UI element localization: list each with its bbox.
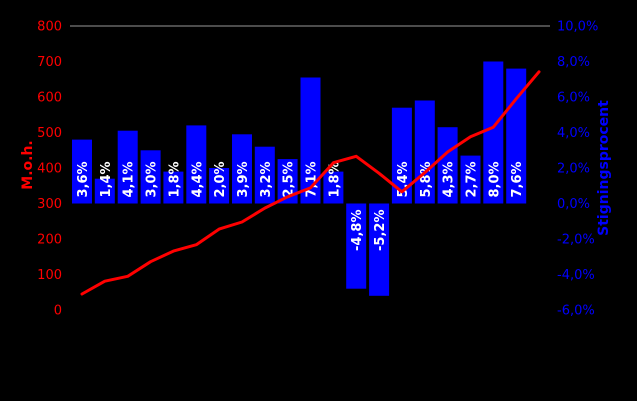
left-axis-tick-label: 0	[54, 304, 62, 319]
left-axis-title: M.o.h.	[20, 140, 36, 190]
bar	[369, 203, 390, 296]
right-axis-tick-label: -4,0%	[557, 268, 595, 283]
right-axis-tick-label: 0,0%	[557, 197, 590, 212]
bar-value-label: 1,8%	[327, 161, 342, 197]
right-axis-tick-label: 4,0%	[557, 126, 590, 141]
right-axis-tick-label: 10,0%	[557, 20, 598, 35]
bar-value-label: 4,1%	[122, 161, 137, 197]
bar-value-label: 3,0%	[145, 161, 160, 197]
bar-value-label: 3,6%	[76, 161, 91, 197]
bar	[483, 61, 504, 204]
bar	[140, 150, 161, 204]
elevation-line	[80, 70, 541, 296]
bar	[300, 77, 321, 204]
bar	[232, 134, 252, 204]
bar	[72, 139, 92, 204]
bar	[254, 146, 275, 204]
bar-value-label: 1,8%	[167, 161, 182, 197]
bar	[506, 68, 527, 204]
left-axis-tick-label: 200	[37, 233, 62, 248]
bar	[117, 130, 138, 204]
left-axis-tick-label: 100	[37, 268, 62, 283]
bar	[460, 155, 481, 204]
left-axis-tick-label: 700	[37, 55, 62, 70]
bar-value-label: 4,3%	[442, 161, 457, 197]
right-axis-tick-label: -2,0%	[557, 233, 595, 248]
bar	[277, 159, 298, 204]
bar	[186, 125, 207, 204]
right-axis-tick-label: 6,0%	[557, 91, 590, 106]
bar-value-label: 8,0%	[487, 161, 502, 197]
bar-value-label: 7,6%	[510, 161, 525, 197]
bar-value-label: 4,4%	[190, 161, 205, 197]
bar	[94, 178, 115, 204]
bar-value-label: 2,0%	[213, 161, 228, 197]
right-axis-tick-label: -6,0%	[557, 304, 595, 319]
bar-value-label: 3,9%	[236, 161, 251, 197]
left-axis-tick-label: 800	[37, 20, 62, 35]
bar-value-label: 2,7%	[465, 161, 480, 197]
bar-value-label: 3,2%	[259, 161, 274, 197]
left-axis-tick-label: 400	[37, 162, 62, 177]
bar-value-label: 5,8%	[419, 161, 434, 197]
bar-value-label: 2,5%	[282, 161, 297, 197]
bar-value-label: -5,2%	[373, 210, 388, 251]
right-axis-tick-label: 8,0%	[557, 55, 590, 70]
bar	[209, 168, 230, 204]
right-axis-title: Stigningsprocent	[596, 100, 612, 236]
left-axis-tick-label: 500	[37, 126, 62, 141]
bar-value-label: 1,4%	[99, 161, 114, 197]
bar	[163, 171, 184, 204]
right-axis-tick-label: 2,0%	[557, 162, 590, 177]
bar	[437, 127, 458, 204]
bar	[323, 171, 344, 204]
left-axis-tick-label: 600	[37, 91, 62, 106]
bar	[391, 107, 412, 204]
bar	[346, 203, 367, 289]
bar-value-label: -4,8%	[350, 210, 365, 251]
left-axis-tick-label: 300	[37, 197, 62, 212]
